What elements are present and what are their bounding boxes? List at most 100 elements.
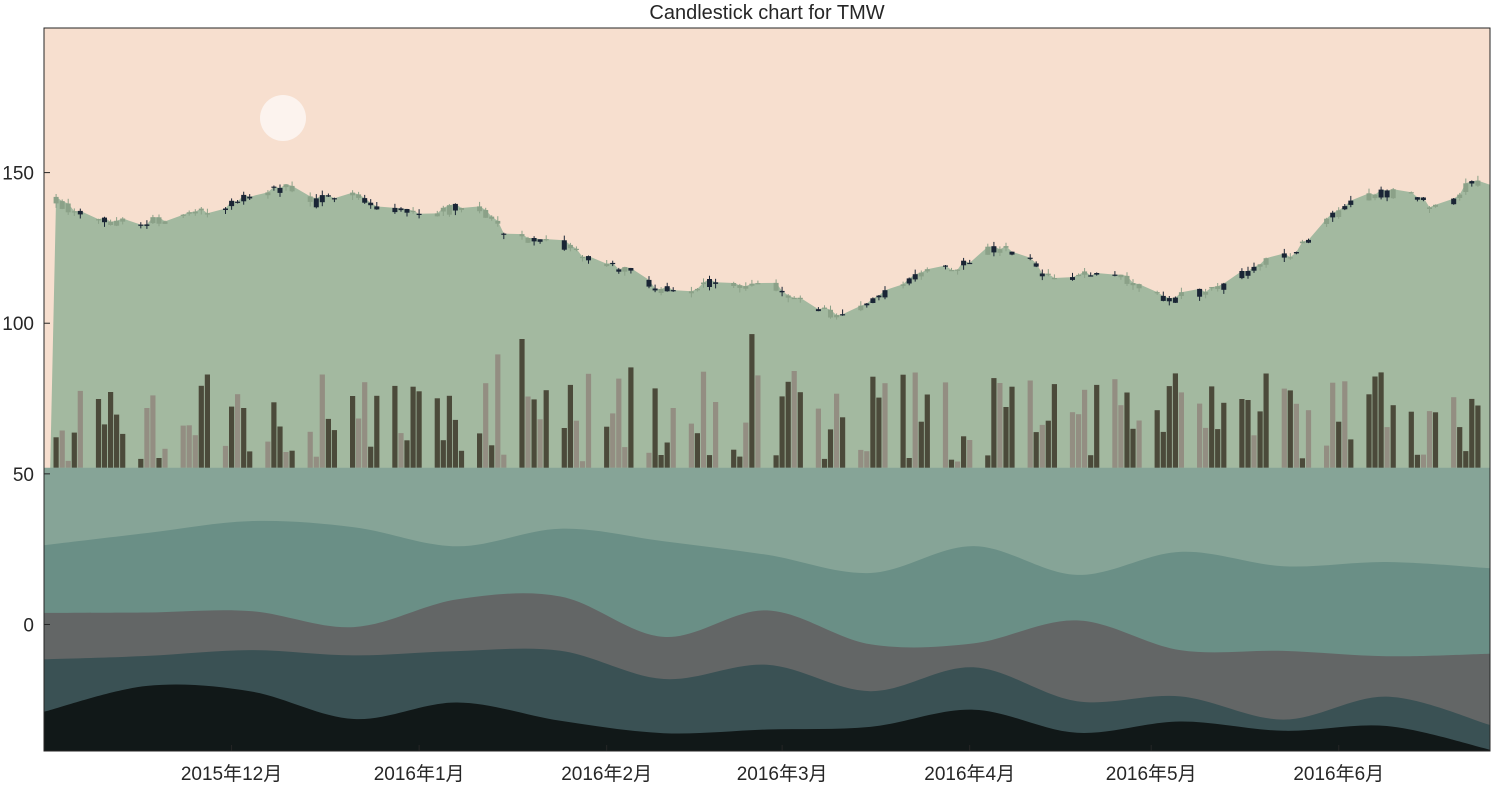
candle-body	[573, 248, 579, 250]
volume-bar	[628, 367, 634, 468]
candle-body	[356, 194, 362, 198]
candle-body	[410, 210, 416, 212]
candle-body	[1378, 189, 1384, 198]
candle-body	[1027, 257, 1033, 259]
candle-body	[1166, 298, 1172, 302]
volume-bar	[198, 385, 204, 468]
x-axis: 2015年12月 2016年1月 2016年2月 2016年3月 2016年4月 2016…	[181, 745, 1384, 785]
volume-bar	[1136, 420, 1142, 468]
volume-bar	[1469, 398, 1475, 468]
candle-body	[350, 192, 356, 196]
candle-body	[961, 260, 967, 266]
candle-body	[1299, 241, 1305, 244]
candle-body	[452, 203, 458, 211]
volume-bar	[985, 455, 991, 468]
volume-bar	[585, 373, 592, 468]
candle-body	[138, 224, 144, 226]
candle-body	[1420, 197, 1426, 200]
volume-bar	[755, 375, 761, 468]
candle-body	[688, 291, 694, 294]
candle-body	[797, 297, 803, 299]
volume-bar	[186, 425, 192, 468]
candle-body	[235, 201, 241, 203]
volume-bar	[525, 396, 531, 468]
candle-body	[489, 216, 495, 219]
x-tick-label: 2016年3月	[737, 763, 828, 785]
volume-bar	[1033, 432, 1039, 468]
candle-body	[325, 195, 331, 197]
candle-body	[204, 213, 210, 215]
volume-bar	[906, 458, 912, 468]
volume-bar	[150, 395, 156, 468]
candle-body	[1154, 292, 1160, 294]
candle-body	[1330, 212, 1336, 218]
volume-bar	[1197, 403, 1203, 468]
volume-bar	[1160, 431, 1166, 468]
volume-bar	[1172, 373, 1178, 468]
volume-bar	[1088, 455, 1094, 468]
candle-body	[1263, 258, 1269, 265]
candle-body	[1094, 273, 1100, 275]
volume-bar	[477, 433, 483, 468]
candle-body	[1463, 183, 1469, 192]
candle-body	[967, 262, 973, 265]
candle-body	[834, 315, 840, 318]
volume-bar	[912, 372, 918, 468]
candle-body	[144, 224, 150, 226]
candle-body	[924, 269, 930, 272]
volume-bar	[404, 440, 410, 468]
volume-bar	[1330, 382, 1336, 468]
volume-bar	[204, 374, 210, 468]
candle-body	[876, 295, 882, 298]
volume-bar	[1039, 424, 1045, 468]
volume-bar	[483, 383, 489, 468]
candle-body	[997, 249, 1003, 253]
volume-bar	[1003, 407, 1009, 468]
candle-body	[59, 201, 65, 209]
candle-body	[1178, 292, 1184, 296]
candle-body	[156, 217, 162, 224]
candle-body	[882, 290, 888, 298]
volume-bar	[1281, 388, 1287, 468]
x-tick-label: 2016年2月	[561, 763, 652, 785]
volume-bar	[1348, 439, 1354, 468]
volume-bar	[858, 449, 864, 468]
volume-bar	[1069, 412, 1076, 468]
volume-bar	[537, 419, 543, 468]
candle-body	[313, 198, 319, 208]
volume-bar	[646, 452, 652, 468]
y-tick-label: 100	[2, 314, 34, 335]
volume-bar	[1203, 427, 1209, 468]
volume-bar	[900, 374, 906, 468]
volume-bar	[664, 442, 670, 468]
candle-body	[580, 256, 585, 259]
candle-body	[822, 307, 827, 309]
candle-body	[1070, 277, 1075, 280]
candle-body	[1457, 194, 1463, 198]
volume-bar	[1045, 420, 1051, 468]
volume-bar	[827, 429, 834, 468]
candle-body	[1009, 251, 1015, 255]
candle-body	[362, 198, 368, 203]
volume-bar	[501, 454, 507, 468]
volume-bar	[1124, 392, 1130, 468]
candle-body	[791, 297, 797, 300]
candle-body	[1451, 198, 1457, 205]
y-axis: 0 50 100 150	[2, 164, 50, 636]
volume-bar	[1432, 412, 1439, 468]
volume-bar	[1420, 454, 1426, 468]
volume-bar	[162, 448, 168, 468]
candle-body	[483, 210, 489, 218]
candle-body	[701, 282, 706, 285]
volume-bar	[1451, 397, 1457, 468]
x-tick-label: 2016年4月	[924, 763, 1015, 785]
candle-body	[1342, 206, 1348, 210]
candle-body	[567, 244, 573, 249]
y-tick-label: 150	[2, 164, 34, 185]
candle-body	[1197, 288, 1203, 297]
volume-bar	[955, 461, 961, 468]
y-tick-label: 0	[23, 615, 34, 636]
candle-body	[277, 188, 283, 193]
candle-body	[1112, 274, 1118, 276]
